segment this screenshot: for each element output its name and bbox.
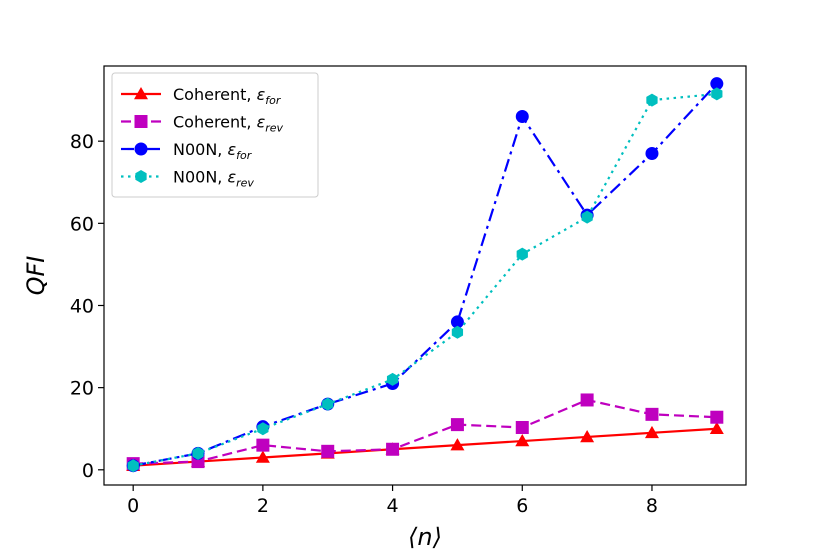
legend-label: N00N, εfor (173, 140, 253, 162)
data-point (709, 421, 724, 434)
legend-marker-swatch (134, 115, 148, 128)
legend-box (111, 72, 319, 198)
y-tick-label: 60 (70, 213, 94, 235)
y-tick-label: 0 (82, 460, 94, 482)
series-line (132, 92, 717, 467)
data-point (257, 422, 269, 436)
data-point (580, 393, 594, 407)
x-tick-label: 4 (387, 495, 399, 517)
y-tick-label: 20 (70, 378, 94, 400)
legend-marker-swatch (135, 170, 147, 183)
series-line (132, 82, 718, 467)
legend-entry: Coherent, εfor (121, 85, 282, 107)
x-tick-label: 8 (646, 495, 658, 517)
data-point (515, 110, 529, 124)
data-point (386, 442, 400, 456)
legend-entry: Coherent, εrev (121, 113, 284, 135)
data-point (645, 407, 659, 421)
data-point (711, 87, 723, 101)
data-point (451, 325, 464, 339)
legend-entry: N00N, εfor (121, 140, 253, 162)
plot-frame (103, 65, 747, 486)
legend: Coherent, εfor Coherent, εrev N00N, εfor N0… (111, 72, 319, 198)
data-point (450, 418, 464, 432)
data-point (580, 429, 595, 443)
y-tick-label: 40 (70, 295, 94, 317)
x-tick-label: 2 (257, 495, 269, 517)
data-point (386, 372, 399, 386)
series-line (133, 398, 717, 465)
data-point (450, 315, 464, 329)
plot-marks (126, 77, 724, 473)
data-point (644, 425, 659, 439)
x-tick-label: 6 (516, 495, 528, 517)
data-point (710, 77, 724, 91)
data-point (515, 434, 530, 447)
x-axis-label: ⟨n⟩ (408, 523, 442, 551)
data-point (255, 450, 270, 463)
y-axis-label: QFI (22, 256, 50, 296)
data-point (710, 410, 724, 424)
data-point (321, 444, 335, 458)
legend-marker-swatch (134, 142, 148, 156)
data-point (127, 459, 139, 473)
data-point (581, 210, 593, 224)
x-tick-label: 0 (127, 495, 139, 517)
data-point (192, 446, 204, 460)
data-point (516, 247, 528, 261)
data-point (646, 93, 658, 107)
legend-label: Coherent, εfor (173, 85, 282, 107)
legend-entry: N00N, εrev (121, 168, 254, 190)
data-point (645, 146, 659, 160)
legend-marker-swatch (134, 87, 148, 100)
data-point (322, 397, 334, 411)
data-point (450, 438, 465, 451)
series-line (133, 427, 717, 467)
series-1 (126, 393, 724, 471)
legend-label: Coherent, εrev (173, 113, 284, 135)
series-3 (127, 87, 723, 473)
data-point (256, 438, 270, 452)
data-point (515, 420, 529, 434)
y-tick-label: 80 (70, 131, 94, 153)
legend-label: N00N, εrev (173, 168, 254, 190)
